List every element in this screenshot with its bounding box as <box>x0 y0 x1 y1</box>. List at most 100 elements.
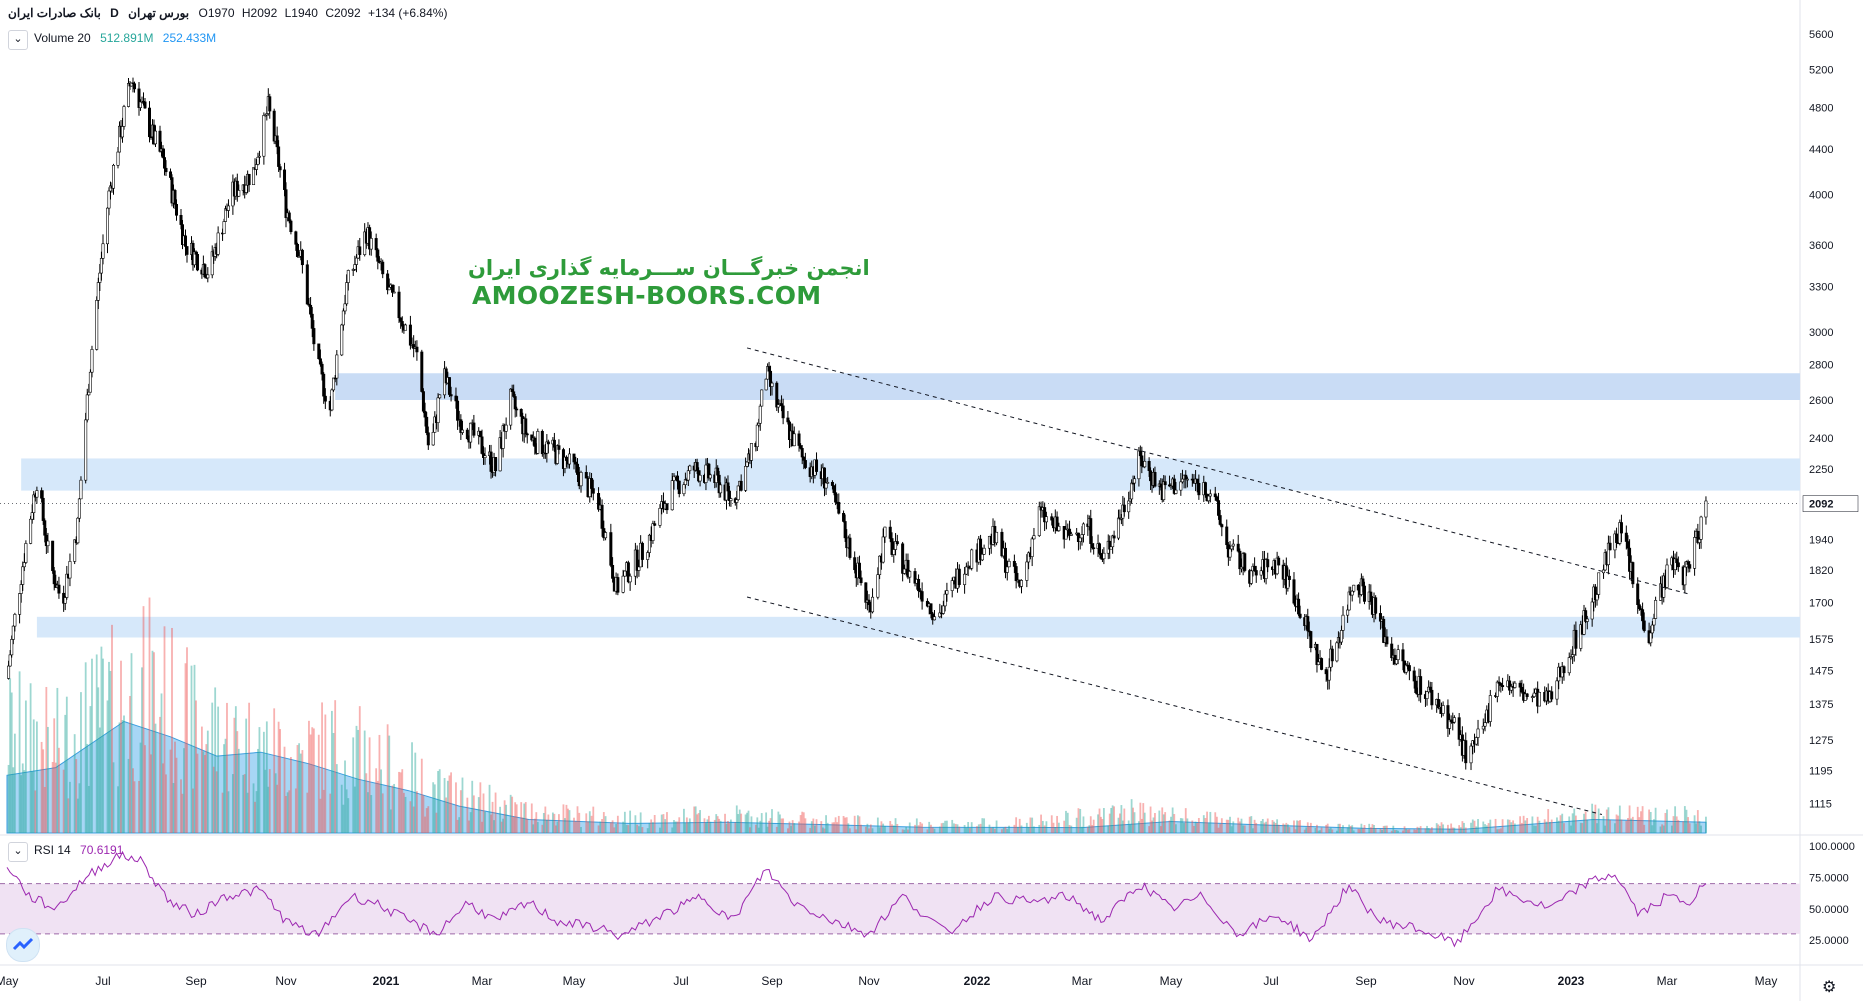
volume-bar <box>1091 825 1094 833</box>
volume-bar <box>1620 819 1623 833</box>
volume-bar <box>98 727 101 833</box>
volume-bar <box>288 790 291 833</box>
candle-down <box>1636 583 1640 606</box>
volume-bar <box>1002 827 1005 833</box>
candle-down <box>400 321 404 327</box>
candle-down <box>512 391 516 397</box>
candle-up <box>1590 601 1594 620</box>
candle-down <box>797 433 801 446</box>
volume-bar <box>1661 824 1664 833</box>
price-tick-label: 1475 <box>1809 665 1833 677</box>
volume-bar <box>1027 826 1030 833</box>
volume-bar <box>401 769 404 833</box>
price-tick-label: 1940 <box>1809 535 1833 547</box>
rsi-collapse-button[interactable]: ⌄ <box>8 842 28 862</box>
price-tick-label: 5600 <box>1809 29 1833 41</box>
volume-bar <box>1252 828 1254 833</box>
volume-bar <box>728 822 731 833</box>
volume-bar <box>1020 825 1023 833</box>
volume-bar <box>192 788 194 833</box>
volume-bar <box>500 821 503 833</box>
volume-bar <box>798 821 800 833</box>
tradingview-logo-icon[interactable] <box>6 928 40 962</box>
volume-bar <box>860 824 862 833</box>
volume-bar <box>45 686 48 833</box>
candle-up <box>1339 630 1343 643</box>
interval-label[interactable]: D <box>110 6 119 20</box>
volume-bar <box>653 815 656 833</box>
volume-bar <box>490 814 492 833</box>
volume-bar <box>1158 810 1161 833</box>
candle-up <box>1130 482 1134 500</box>
candle-up <box>216 232 220 255</box>
volume-bar <box>590 815 593 833</box>
candle-up <box>1346 609 1350 616</box>
volume-bar <box>1559 815 1562 833</box>
volume-bar <box>754 824 757 833</box>
volume-bar <box>1288 827 1291 833</box>
volume-bar <box>889 820 892 833</box>
candle-up <box>1208 493 1212 497</box>
volume-bar <box>258 727 261 833</box>
volume-bar <box>144 745 146 833</box>
candle-down <box>1574 629 1578 649</box>
candle-up <box>646 552 650 560</box>
volume-bar <box>117 786 119 833</box>
volume-bar <box>331 710 333 833</box>
volume-bar <box>825 815 827 833</box>
candle-down <box>1518 682 1522 688</box>
candle-down <box>169 171 173 178</box>
candle-up <box>95 300 99 350</box>
support-resistance-zone <box>335 373 1801 400</box>
volume-bar <box>1227 819 1230 833</box>
volume-bar <box>148 597 151 833</box>
volume-bar <box>1119 813 1121 833</box>
volume-bar <box>1424 828 1427 833</box>
price-tick-label: 5200 <box>1809 65 1833 77</box>
candle-up <box>1080 534 1084 539</box>
volume-bar <box>676 821 679 833</box>
volume-bar <box>779 814 781 833</box>
volume-bar <box>1305 827 1308 833</box>
volume-bar <box>67 798 70 833</box>
candle-down <box>564 456 568 461</box>
volume-bar <box>1526 817 1529 833</box>
candle-up <box>1327 666 1331 681</box>
candle-up <box>107 190 111 209</box>
volume-bar <box>1427 828 1430 833</box>
volume-bar <box>1206 811 1208 833</box>
volume-collapse-button[interactable]: ⌄ <box>8 30 28 50</box>
volume-bar <box>1186 818 1189 833</box>
candle-down <box>1159 483 1163 488</box>
candle-up <box>1335 642 1339 662</box>
volume-bar <box>127 758 130 833</box>
price-tick-label: 1115 <box>1809 799 1832 811</box>
candle-up <box>943 593 947 607</box>
volume-bar <box>1162 814 1165 833</box>
volume-bar <box>995 820 998 833</box>
volume-bar <box>1571 813 1574 833</box>
volume-bar <box>765 812 768 833</box>
volume-bar <box>312 728 315 833</box>
volume-bar <box>1604 825 1607 833</box>
price-tick-label: 1195 <box>1809 766 1833 778</box>
last-price-label: 2092 <box>1809 499 1833 511</box>
candle-down <box>43 520 47 536</box>
candle-up <box>1654 600 1658 619</box>
volume-bar <box>1038 824 1041 833</box>
candle-down <box>767 366 771 372</box>
volume-bar <box>245 718 248 833</box>
price-tick-label: 4000 <box>1809 190 1833 202</box>
gear-icon[interactable]: ⚙ <box>1822 979 1837 996</box>
chevron-down-icon: ⌄ <box>13 845 23 857</box>
volume-bar <box>652 822 654 833</box>
candle-up <box>1143 460 1147 468</box>
candle-down <box>800 448 804 458</box>
volume-bar <box>206 730 209 833</box>
candle-down <box>1297 598 1301 615</box>
candle-down <box>175 204 179 216</box>
candle-up <box>112 165 116 189</box>
volume-bar <box>836 822 839 833</box>
volume-bar <box>190 665 193 833</box>
